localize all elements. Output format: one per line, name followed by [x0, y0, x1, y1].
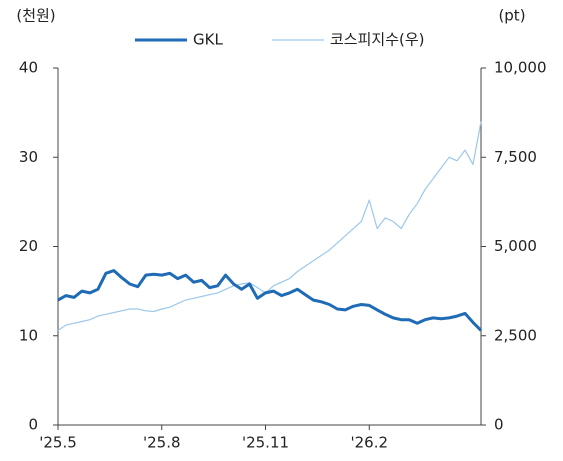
y-axis-label: (천원) — [16, 7, 55, 25]
y-tick-label: 20 — [19, 237, 38, 255]
legend-label: GKL — [193, 31, 223, 49]
y-tick-label: 0 — [28, 416, 38, 434]
y2-tick-label: 10,000 — [494, 59, 547, 77]
y-tick-label: 10 — [19, 326, 38, 344]
line-series — [57, 121, 482, 331]
y2-tick-label: 5,000 — [494, 237, 537, 255]
x-tick-label: '25.8 — [143, 434, 181, 452]
line-series — [57, 269, 483, 332]
x-tick-label: '26.2 — [350, 434, 388, 452]
y-tick-label: 40 — [19, 59, 38, 77]
legend-label: 코스피지수(우) — [330, 31, 425, 49]
y2-tick-label: 7,500 — [494, 148, 537, 166]
y2-tick-label: 2,500 — [494, 326, 537, 344]
y2-axis-label: (pt) — [498, 7, 525, 25]
y-tick-label: 30 — [19, 148, 38, 166]
x-tick-label: '25.5 — [39, 434, 77, 452]
x-tick-label: '25.11 — [242, 434, 289, 452]
y2-tick-label: 0 — [494, 416, 504, 434]
